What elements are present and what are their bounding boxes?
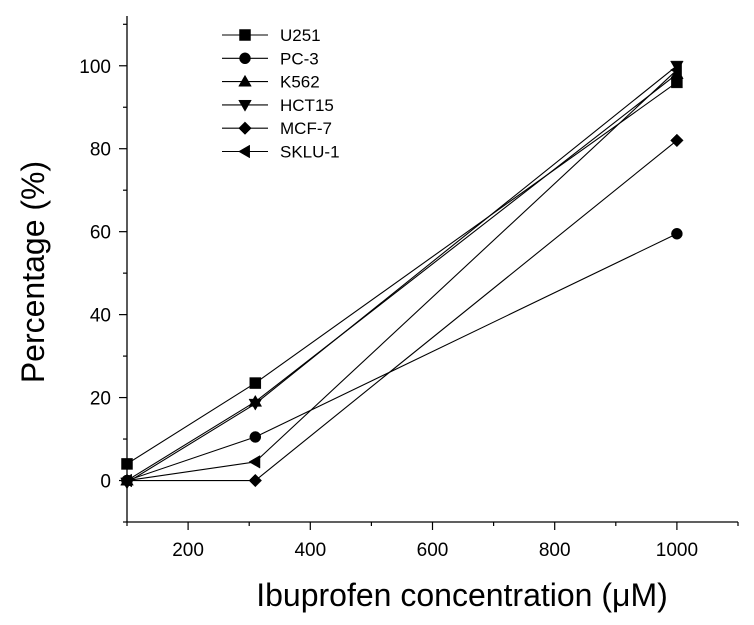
data-point-sklu-1 bbox=[670, 63, 682, 77]
data-point-u251 bbox=[121, 458, 133, 470]
y-tick-label: 80 bbox=[90, 140, 111, 161]
legend-marker bbox=[239, 52, 251, 65]
legend-marker bbox=[238, 144, 250, 159]
series-line-hct15 bbox=[126, 65, 678, 484]
data-point-pc-3 bbox=[249, 431, 262, 443]
y-ticks: 0 20 40 60 80 100 bbox=[79, 23, 127, 523]
data-point-mcf-7 bbox=[248, 473, 262, 488]
y-tick-label: 0 bbox=[100, 472, 111, 493]
series-line-pc-3 bbox=[126, 233, 678, 482]
data-point-u251 bbox=[249, 377, 262, 389]
legend-label: PC-3 bbox=[280, 49, 319, 68]
x-tick-label: 600 bbox=[417, 540, 449, 561]
y-axis-title: Percentage (%) bbox=[15, 161, 51, 383]
legend-marker bbox=[239, 29, 251, 41]
series-line-k562 bbox=[126, 73, 678, 481]
data-point-sklu-1 bbox=[248, 455, 261, 469]
legend-label: U251 bbox=[280, 26, 321, 45]
data-point-mcf-7 bbox=[670, 133, 684, 148]
data-point-pc-3 bbox=[671, 227, 683, 240]
x-tick-label: 800 bbox=[539, 540, 571, 561]
legend-label: SKLU-1 bbox=[280, 143, 340, 162]
legend-label: HCT15 bbox=[280, 96, 334, 115]
legend-marker bbox=[238, 74, 252, 87]
legend-label: MCF-7 bbox=[280, 119, 332, 138]
x-tick-label: 400 bbox=[294, 540, 326, 561]
y-tick-label: 20 bbox=[90, 389, 111, 410]
y-tick-label: 100 bbox=[79, 57, 111, 78]
data-point-hct15 bbox=[248, 398, 263, 411]
x-ticks: 200 400 600 800 1000 bbox=[126, 522, 739, 561]
legend: U251 PC-3 K562 HCT15 MCF-7 SKLU-1 bbox=[222, 26, 340, 162]
axes bbox=[126, 16, 738, 523]
y-tick-label: 60 bbox=[90, 223, 111, 244]
series-lines bbox=[126, 65, 678, 484]
x-tick-label: 200 bbox=[172, 540, 204, 561]
series-markers bbox=[120, 60, 684, 490]
y-tick-label: 40 bbox=[90, 306, 111, 327]
x-tick-label: 1000 bbox=[656, 540, 698, 561]
legend-marker bbox=[238, 121, 252, 135]
legend-marker bbox=[238, 99, 252, 112]
data-point-sklu-1 bbox=[120, 473, 132, 488]
legend-label: K562 bbox=[280, 73, 320, 92]
x-axis-title: Ibuprofen concentration (μM) bbox=[256, 577, 668, 613]
